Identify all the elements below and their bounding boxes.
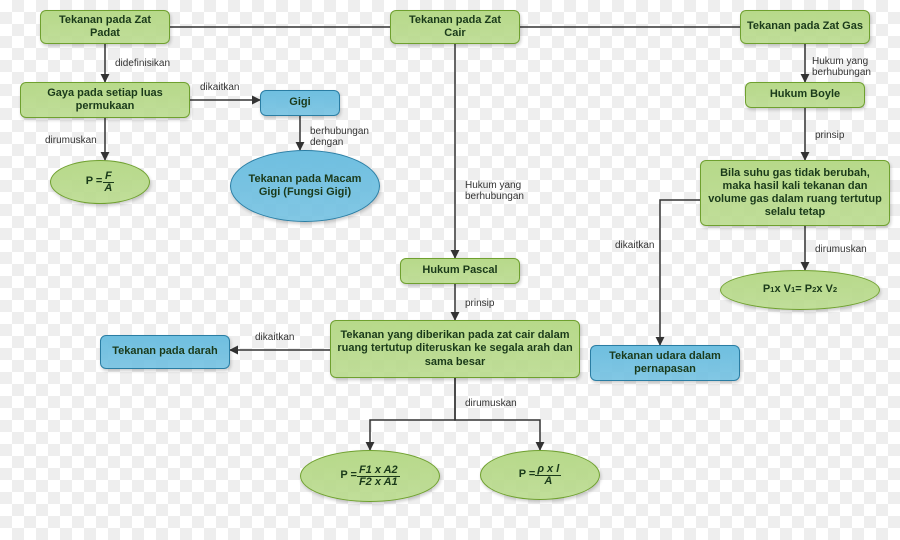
node-pascal: Hukum Pascal xyxy=(400,258,520,284)
edge-8 xyxy=(370,378,455,450)
edge-label-6: prinsip xyxy=(465,298,494,309)
edge-label-11: dirumuskan xyxy=(815,244,867,255)
node-boyleEq: P1 x V1 = P2 x V2 xyxy=(720,270,880,310)
edge-label-1: Hukum yang berhubungan xyxy=(465,180,555,202)
edge-label-10: prinsip xyxy=(815,130,844,141)
node-udara: Tekanan udara dalam pernapasan xyxy=(590,345,740,381)
edge-label-4: dirumuskan xyxy=(45,135,97,146)
node-pf1f2: P = F1 x A2F2 x A1 xyxy=(300,450,440,502)
node-boyle: Hukum Boyle xyxy=(745,82,865,108)
edge-label-0: didefinisikan xyxy=(115,58,170,69)
edge-label-12: dikaitkan xyxy=(615,240,654,251)
node-macam: Tekanan pada Macam Gigi (Fungsi Gigi) xyxy=(230,150,380,222)
edge-label-2: Hukum yang berhubungan xyxy=(812,56,900,78)
node-gas: Tekanan pada Zat Gas xyxy=(740,10,870,44)
node-darah: Tekanan pada darah xyxy=(100,335,230,369)
edge-12 xyxy=(660,200,700,345)
edge-label-3: dikaitkan xyxy=(200,82,239,93)
edge-label-7: dikaitkan xyxy=(255,332,294,343)
node-pf_a: P = FA xyxy=(50,160,150,204)
node-prinsipBoyle: Bila suhu gas tidak berubah, maka hasil … xyxy=(700,160,890,226)
node-gaya: Gaya pada setiap luas permukaan xyxy=(20,82,190,118)
edge-9 xyxy=(455,378,540,450)
node-cair: Tekanan pada Zat Cair xyxy=(390,10,520,44)
node-prinsipPascal: Tekanan yang diberikan pada zat cair dal… xyxy=(330,320,580,378)
edge-label-8: dirumuskan xyxy=(465,398,517,409)
edge-label-5: berhubungan dengan xyxy=(310,126,400,148)
node-padat: Tekanan pada Zat Padat xyxy=(40,10,170,44)
node-gigi: Gigi xyxy=(260,90,340,116)
node-prho: P = ρ x lA xyxy=(480,450,600,500)
